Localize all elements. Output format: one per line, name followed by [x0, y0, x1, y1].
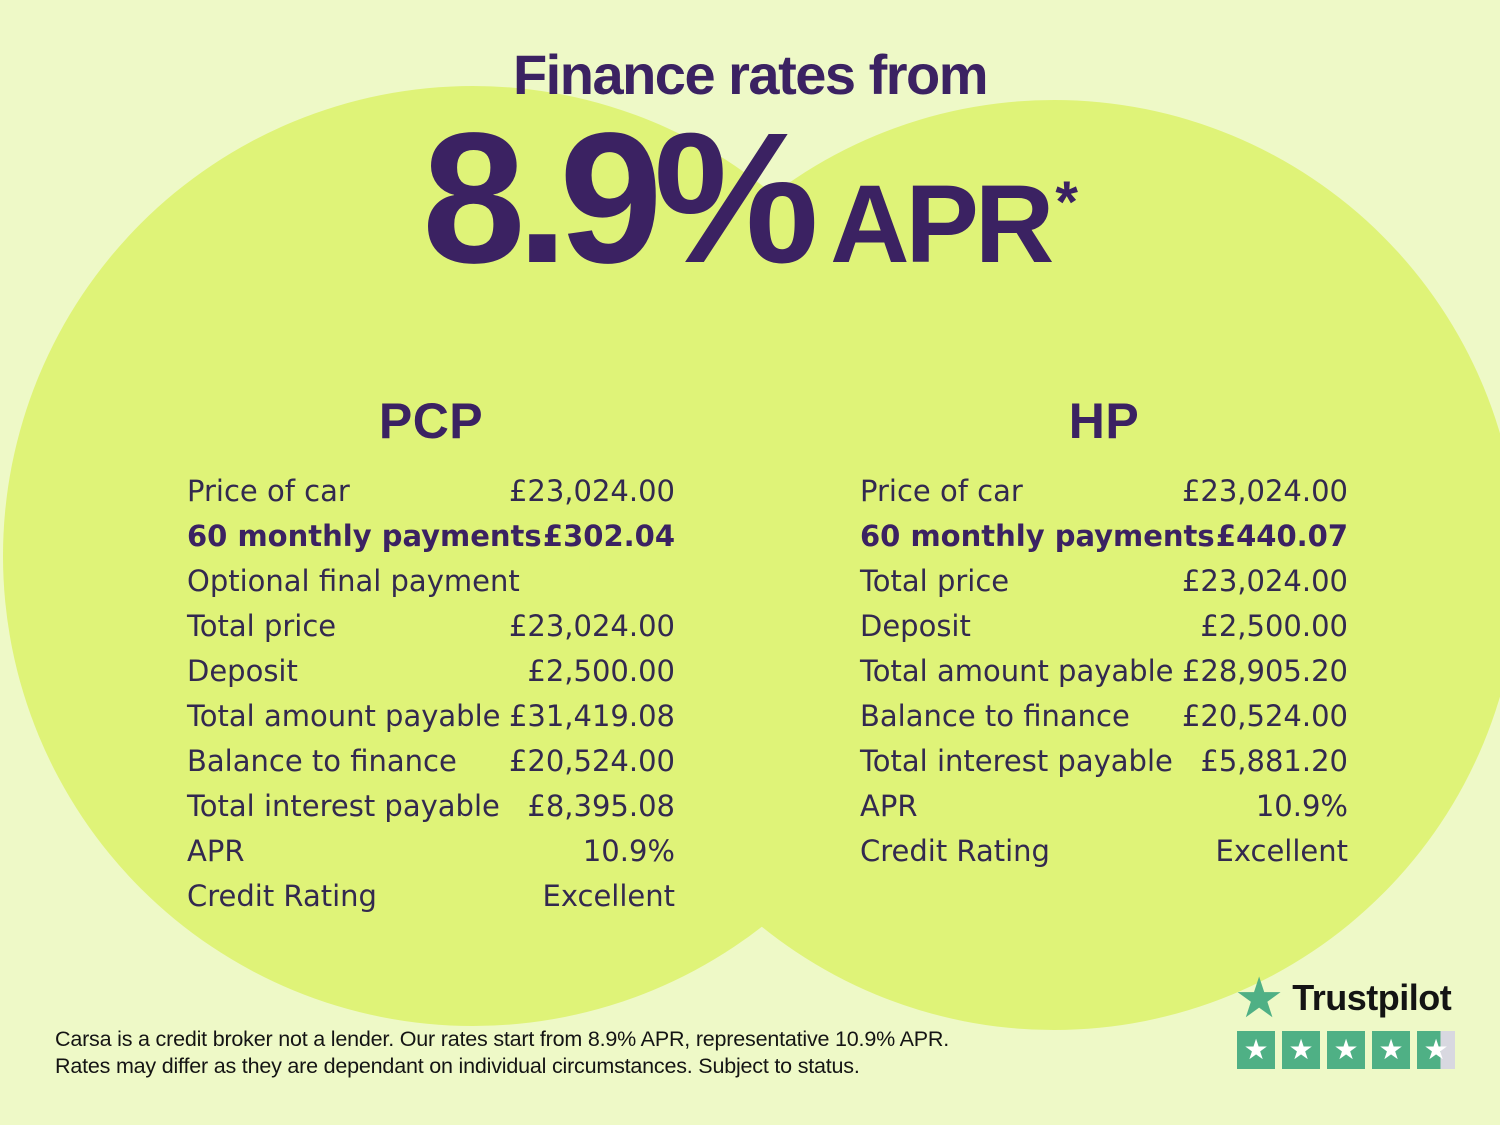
finance-table-hp: Price of car £23,024.00 60 monthly payment… [860, 468, 1348, 873]
row-label: Balance to finance [187, 743, 457, 778]
row-value: £302.04 [542, 518, 675, 553]
table-row: Total price £23,024.00 [187, 603, 675, 648]
row-value: £8,395.08 [527, 788, 675, 823]
hp-heading: HP [1068, 393, 1140, 449]
row-value: £23,024.00 [508, 473, 675, 508]
row-value: £23,024.00 [1181, 473, 1348, 508]
star-icon: ★ [1243, 1034, 1269, 1065]
row-label: Total interest payable [860, 743, 1173, 778]
row-value: £28,905.20 [1181, 653, 1348, 688]
table-row: Total amount payable £28,905.20 [860, 648, 1348, 693]
row-label: Credit Rating [187, 878, 377, 913]
trustpilot-rating-stars: ★ ★ ★ ★ ★ [1237, 1031, 1455, 1069]
table-row: Balance to finance £20,524.00 [187, 738, 675, 783]
trustpilot-logo: ★ Trustpilot [1234, 966, 1452, 1029]
row-value: £2,500.00 [1200, 608, 1348, 643]
rating-star-box: ★ [1282, 1031, 1320, 1069]
page-title: Finance rates from [512, 43, 989, 106]
hero-rate-value: 8.9% [422, 95, 819, 302]
row-value: £20,524.00 [1181, 698, 1348, 733]
star-icon: ★ [1423, 1034, 1449, 1065]
row-label: Price of car [187, 473, 350, 508]
row-value: £23,024.00 [1181, 563, 1348, 598]
rating-star-box: ★ [1417, 1031, 1455, 1069]
hero-apr-label: APR [830, 163, 1054, 286]
row-value: Excellent [542, 878, 675, 913]
table-row: APR 10.9% [860, 783, 1348, 828]
row-value: £5,881.20 [1200, 743, 1348, 778]
pcp-heading: PCP [378, 393, 484, 449]
row-label: Price of car [860, 473, 1023, 508]
table-row: Optional final payment [187, 558, 675, 603]
star-icon: ★ [1333, 1034, 1359, 1065]
row-value: 10.9% [582, 833, 675, 868]
background-circle-right [589, 100, 1500, 1030]
table-row: Credit Rating Excellent [860, 828, 1348, 873]
table-row: Total price £23,024.00 [860, 558, 1348, 603]
finance-table-pcp: Price of car £23,024.00 60 monthly payment… [187, 468, 675, 918]
rating-star-box: ★ [1237, 1031, 1275, 1069]
table-row: 60 monthly payments £302.04 [187, 513, 675, 558]
row-value: £23,024.00 [508, 608, 675, 643]
table-row: Total interest payable £5,881.20 [860, 738, 1348, 783]
row-label: Deposit [187, 653, 298, 688]
row-label: Total price [860, 563, 1010, 598]
row-label: Total interest payable [187, 788, 500, 823]
disclaimer: Carsa is a credit broker not a lender. O… [55, 1026, 949, 1080]
row-value: 10.9% [1255, 788, 1348, 823]
row-label: APR [187, 833, 245, 868]
disclaimer-line-2: Rates may differ as they are dependant o… [55, 1054, 860, 1078]
table-row: Total amount payable £31,419.08 [187, 693, 675, 738]
table-row: APR 10.9% [187, 828, 675, 873]
row-label: Optional final payment [187, 563, 520, 598]
row-value: £2,500.00 [527, 653, 675, 688]
star-icon: ★ [1378, 1034, 1404, 1065]
row-label: Deposit [860, 608, 971, 643]
table-row: Total interest payable £8,395.08 [187, 783, 675, 828]
row-label: APR [860, 788, 918, 823]
rating-star-box: ★ [1372, 1031, 1410, 1069]
star-icon: ★ [1288, 1034, 1314, 1065]
row-label: Total amount payable [860, 653, 1174, 688]
table-row: Deposit £2,500.00 [187, 648, 675, 693]
row-label: Total amount payable [187, 698, 501, 733]
table-row: Price of car £23,024.00 [187, 468, 675, 513]
trustpilot-star-icon: ★ [1234, 966, 1285, 1029]
table-row: Credit Rating Excellent [187, 873, 675, 918]
row-value: £20,524.00 [508, 743, 675, 778]
hero-rate-banner: 8.9% APR * [0, 106, 1500, 292]
row-label: Balance to finance [860, 698, 1130, 733]
row-label: 60 monthly payments [187, 518, 542, 553]
row-label: Total price [187, 608, 337, 643]
rating-star-box: ★ [1327, 1031, 1365, 1069]
table-row: Balance to finance £20,524.00 [860, 693, 1348, 738]
row-label: Credit Rating [860, 833, 1050, 868]
disclaimer-line-1: Carsa is a credit broker not a lender. O… [55, 1027, 949, 1051]
table-row: Price of car £23,024.00 [860, 468, 1348, 513]
row-value: £31,419.08 [508, 698, 675, 733]
row-value: Excellent [1215, 833, 1348, 868]
trustpilot-wordmark: Trustpilot [1292, 977, 1452, 1018]
row-value: £440.07 [1215, 518, 1348, 553]
row-label: 60 monthly payments [860, 518, 1215, 553]
table-row: 60 monthly payments £440.07 [860, 513, 1348, 558]
hero-asterisk: * [1055, 170, 1078, 235]
table-row: Deposit £2,500.00 [860, 603, 1348, 648]
